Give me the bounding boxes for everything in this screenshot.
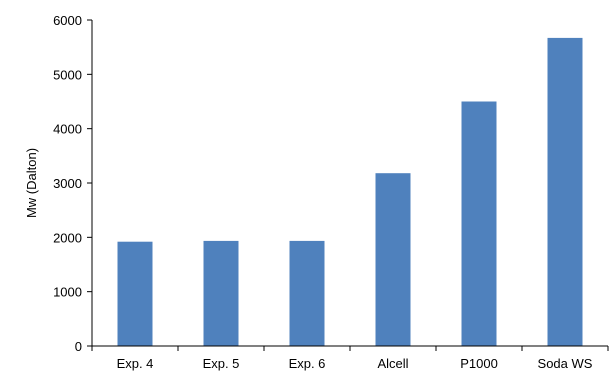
- y-tick-label: 5000: [53, 67, 82, 82]
- bar-exp-5: [203, 240, 239, 346]
- x-tick-label: Alcell: [377, 356, 408, 371]
- x-tick-label: Exp. 4: [117, 356, 154, 371]
- y-tick-label: 2000: [53, 230, 82, 245]
- bar-soda-ws: [547, 37, 583, 347]
- y-tick-label: 1000: [53, 285, 82, 300]
- axes-group: [87, 19, 609, 351]
- bar-alcell: [375, 173, 411, 346]
- y-tick-label: 3000: [53, 176, 82, 191]
- x-tick-label: P1000: [460, 356, 498, 371]
- y-tick-label: 0: [75, 339, 82, 354]
- bar-p1000: [461, 101, 497, 346]
- bar-exp-6: [289, 240, 325, 346]
- bar-exp-4: [117, 241, 153, 346]
- x-tick-label: Exp. 5: [203, 356, 240, 371]
- y-tick-label: 6000: [53, 13, 82, 28]
- y-tick-labels: 0 1000 2000 3000 4000 5000 6000: [53, 13, 82, 354]
- y-axis-label: Mw (Dalton): [24, 148, 39, 218]
- x-tick-labels: Exp. 4 Exp. 5 Exp. 6 Alcell P1000 Soda WS: [117, 356, 593, 371]
- x-tick-label: Exp. 6: [289, 356, 326, 371]
- y-tick-label: 4000: [53, 122, 82, 137]
- bars-group: [117, 37, 583, 347]
- x-tick-label: Soda WS: [538, 356, 593, 371]
